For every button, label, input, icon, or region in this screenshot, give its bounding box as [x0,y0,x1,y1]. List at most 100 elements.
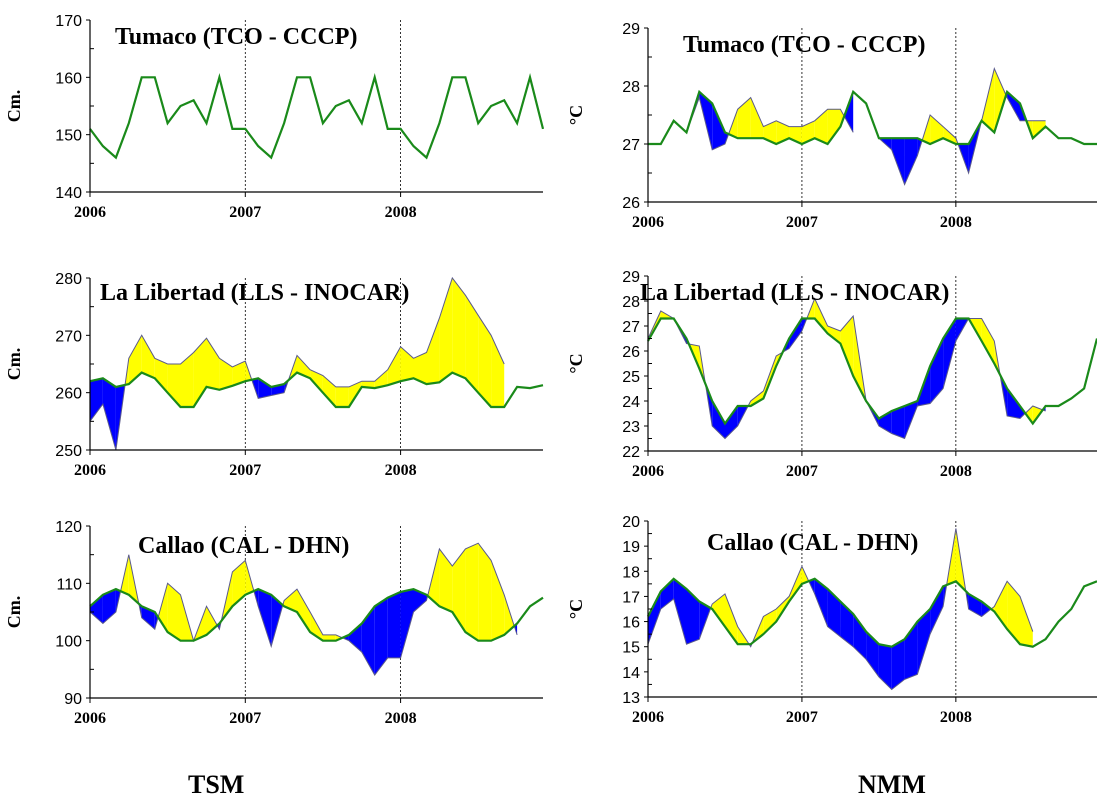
y-tick-label: 29 [622,269,640,286]
anomaly-below-area [827,588,841,637]
y-tick-label: 13 [622,690,640,707]
y-axis-label: Cm. [4,348,24,381]
anomaly-above-area [478,543,492,641]
y-tick-label: 250 [55,443,82,460]
anomaly-below-area [930,586,944,635]
y-tick-label: 28 [622,79,640,96]
anomaly-below-area [840,601,854,647]
anomaly-above-area [400,346,414,382]
anomaly-below-area [141,606,155,630]
anomaly-above-area [310,369,323,393]
anomaly-below-area [844,91,854,133]
anomaly-below-area [400,589,414,658]
anomaly-below-area [271,594,283,647]
anomaly-below-area [102,589,116,624]
panel-title: La Libertad (LLS - INOCAR) [640,280,949,306]
nmm-tumaco-panel: 26 27 28 29 2006 2007 2008 Tumaco (TCO - CCCP) °… [566,21,1097,231]
anomaly-above-area [1020,596,1033,647]
anomaly-above-area [840,316,854,376]
anomaly-below-area [673,578,687,645]
y-tick-label: 27 [622,319,640,336]
observed-series-line [647,528,1034,691]
anomaly-below-area [348,623,362,653]
anomaly-below-area [413,589,427,612]
x-tick-label: 2007 [229,462,261,479]
anomaly-above-area [994,581,1008,630]
anomaly-above-area [763,120,777,144]
y-tick-label: 28 [622,294,640,311]
x-tick-label: 2007 [786,463,818,480]
observed-series-line [89,542,518,677]
anomaly-above-area [491,560,505,641]
y-tick-label: 26 [622,344,640,361]
anomaly-above-area [387,346,401,386]
x-tick-label: 2007 [786,214,818,231]
anomaly-below-area [712,103,725,150]
reference-series-line [647,577,1097,648]
x-tick-label: 2006 [632,709,664,726]
y-tick-label: 15 [622,640,640,657]
anomaly-above-area [439,278,453,383]
anomaly-above-area [750,97,764,139]
x-tick-label: 2008 [385,710,417,727]
anomaly-below-area [258,378,272,399]
y-tick-label: 120 [55,519,82,536]
anomaly-above-area [930,115,944,144]
anomaly-above-area [814,298,828,334]
anomaly-above-area [439,548,453,612]
reference-series-line [89,73,545,160]
anomaly-below-area [686,588,700,645]
reference-series-line [647,317,1097,426]
anomaly-below-area [90,378,103,422]
anomaly-above-area [427,548,440,607]
anomaly-above-area [981,68,995,133]
observed-series-line [89,276,505,451]
anomaly-below-area [891,406,905,439]
y-tick-label: 18 [622,564,640,581]
y-tick-label: 27 [622,137,640,154]
y-axis-label: Cm. [4,90,24,123]
anomaly-below-area [102,378,116,450]
anomaly-above-area [322,375,336,407]
y-tick-label: 150 [55,128,82,145]
x-tick-label: 2006 [74,710,106,727]
reference-series-line [648,89,1097,146]
tsm-callao-panel: 90 100 110 120 2006 2007 2008 Callao (CAL - DHN… [4,519,544,727]
anomaly-above-area [465,295,479,393]
panel-title: La Libertad (LLS - INOCAR) [100,280,409,306]
anomaly-above-area [452,548,466,633]
anomaly-above-area [426,318,440,385]
column-label-tsm: TSM [188,770,245,799]
anomaly-above-area [374,369,388,389]
reference-series-line [89,587,544,642]
anomaly-below-area [891,138,905,185]
anomaly-above-area [297,355,311,379]
anomaly-below-area [90,594,103,624]
nmm-la-libertad-panel: 22 23 24 25 26 27 28 29 2006 2007 2008 La Libertad … [566,269,1097,480]
y-tick-label: 170 [55,13,82,30]
anomaly-above-area [284,589,297,612]
anomaly-below-area [878,644,892,690]
y-tick-label: 26 [622,195,640,212]
anomaly-above-area [128,335,142,385]
anomaly-above-area [154,358,168,393]
anomaly-below-area [853,614,867,660]
anomaly-below-area [361,606,375,676]
anomaly-above-area [322,634,336,641]
y-tick-label: 19 [622,539,640,556]
anomaly-above-area [776,120,790,144]
x-tick-label: 2007 [229,204,261,221]
anomaly-below-area [258,589,272,647]
anomaly-above-area [763,609,777,635]
y-tick-label: 29 [622,21,640,38]
x-tick-label: 2008 [940,709,972,726]
column-label-nmm: NMM [858,770,926,799]
observed-series-line [878,67,1046,186]
anomaly-below-area [917,609,931,675]
anomaly-above-area [737,97,751,139]
anomaly-below-area [1007,388,1020,419]
anomaly-above-area [504,594,515,635]
anomaly-below-area [789,318,802,349]
anomaly-below-area [866,631,879,677]
